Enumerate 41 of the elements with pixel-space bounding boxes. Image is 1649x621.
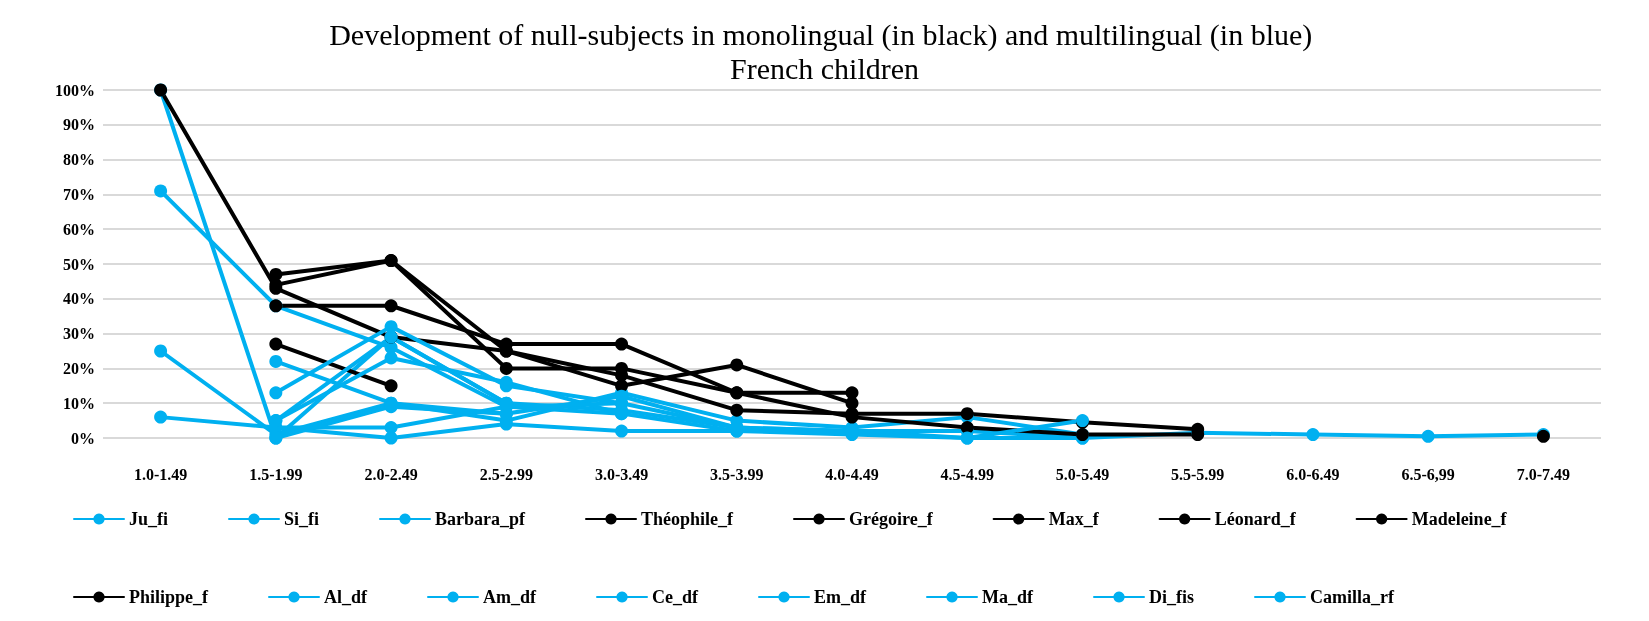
x-tick-label: 4.0-4.49 <box>825 465 879 483</box>
legend-label: Si_fi <box>284 509 320 529</box>
x-tick-label: 4.5-4.99 <box>940 465 994 483</box>
legend-label: Madeleine_f <box>1411 509 1508 529</box>
x-tick-label: 6.0-6.49 <box>1286 465 1340 483</box>
x-tick-label: 3.5-3.99 <box>710 465 764 483</box>
y-tick-label: 40% <box>63 290 95 308</box>
legend-label: Ju_fi <box>129 509 169 529</box>
legend-label: Philippe_f <box>129 587 210 607</box>
x-tick-label: 5.5-5.99 <box>1171 465 1225 483</box>
legend-label: Am_df <box>483 587 538 607</box>
x-tick-label: 1.5-1.99 <box>249 465 303 483</box>
x-tick-label: 2.5-2.99 <box>479 465 533 483</box>
x-tick-label: 2.0-2.49 <box>364 465 418 483</box>
x-tick-label: 6.5-6,99 <box>1401 465 1455 483</box>
legend-label: Barbara_pf <box>435 509 527 529</box>
y-tick-label: 60% <box>63 220 95 238</box>
legend-label: Max_f <box>1048 509 1100 529</box>
x-tick-label: 3.0-3.49 <box>594 465 649 483</box>
legend-label: Ma_df <box>982 587 1035 607</box>
legend-label: Grégoire_f <box>849 509 934 529</box>
legend-label: Em_df <box>814 587 868 607</box>
y-tick-label: 80% <box>63 151 95 169</box>
legend-label: Ce_df <box>652 587 700 607</box>
x-tick-label: 1.0-1.49 <box>133 465 188 483</box>
y-tick-label: 100% <box>55 81 95 99</box>
y-tick-label: 90% <box>63 116 95 134</box>
y-tick-label: 70% <box>63 185 95 203</box>
y-tick-label: 10% <box>63 394 95 412</box>
x-tick-label: 7.0-7.49 <box>1516 465 1571 483</box>
y-tick-label: 20% <box>63 359 95 377</box>
chart-title: Development of null-subjects in monolingual (in black) and multilingual (in blue) French children <box>329 17 1320 85</box>
y-tick-label: 50% <box>63 255 95 273</box>
x-tick-label: 5.0-5.49 <box>1055 465 1110 483</box>
legend-label: Camilla_rf <box>1310 587 1395 607</box>
legend-label: Léonard_f <box>1214 509 1297 529</box>
legend-label: Al_df <box>324 587 369 607</box>
y-tick-label: 0% <box>71 429 95 447</box>
legend-label: Théophile_f <box>641 509 735 529</box>
legend-label: Di_fis <box>1149 587 1195 607</box>
y-tick-label: 30% <box>63 325 95 343</box>
